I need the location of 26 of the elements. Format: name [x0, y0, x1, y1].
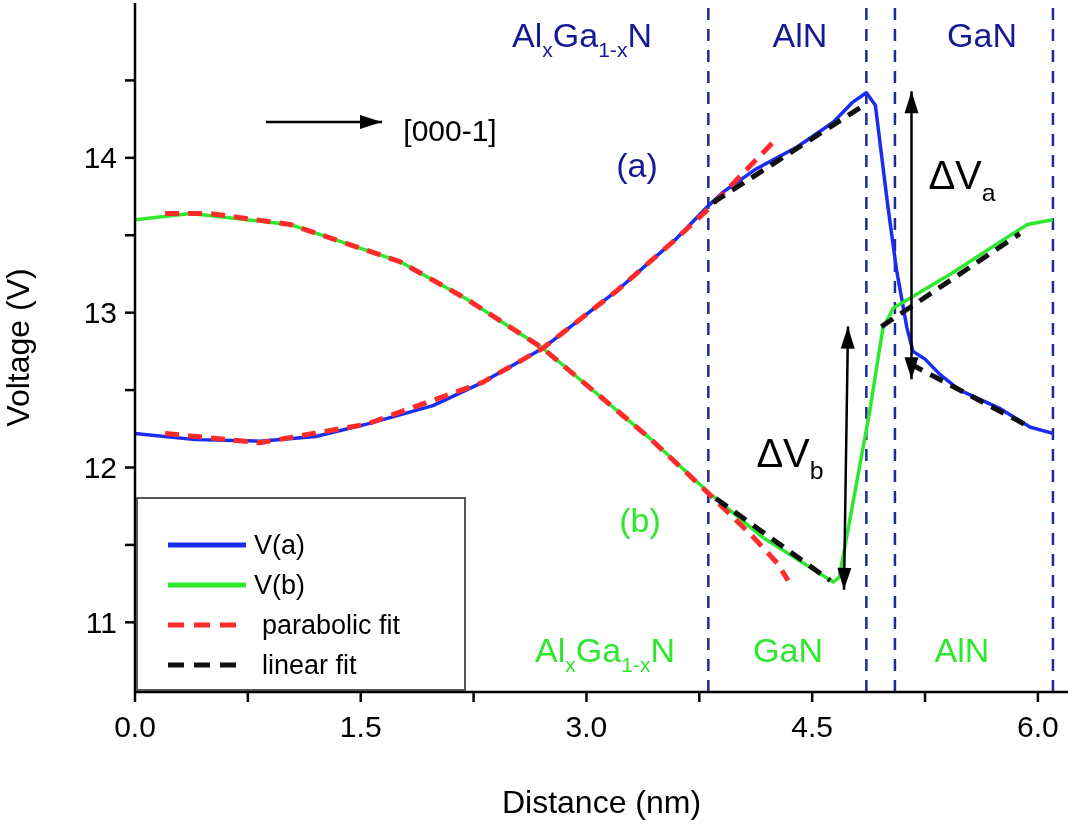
legend-label: V(b)	[254, 569, 306, 601]
x-tick-label: 3.0	[565, 710, 608, 744]
x-tick-label: 0.0	[114, 710, 156, 744]
y-tick-label: 11	[85, 605, 117, 639]
y-tick-label: 14	[83, 141, 117, 175]
annotation: [000-1]	[403, 113, 497, 147]
x-tick-label: 1.5	[339, 710, 382, 744]
annotation: GaN	[947, 16, 1017, 55]
legend-label: linear fit	[262, 649, 357, 681]
annotation: GaN	[753, 631, 823, 670]
annotation: (b)	[619, 501, 661, 540]
annotation: AlN	[934, 631, 990, 670]
y-axis-title: Voltage (V)	[0, 268, 37, 427]
y-tick-label: 13	[83, 296, 117, 330]
legend-label: parabolic fit	[262, 609, 401, 641]
x-axis-title: Distance (nm)	[501, 784, 702, 820]
x-tick-label: 4.5	[791, 710, 834, 744]
annotation: Al$_{x}$Ga$_{1-x}$N	[512, 16, 652, 61]
y-tick-label: 12	[83, 451, 117, 485]
legend-label: V(a)	[254, 529, 306, 561]
x-tick-label: 6.0	[1017, 710, 1059, 744]
annotation: ΔV$_{b}$	[756, 431, 824, 484]
annotation: (a)	[616, 146, 658, 185]
annotation: AlN	[772, 16, 828, 55]
annotation: Al$_{x}$Ga$_{1-x}$N	[535, 631, 675, 676]
annotation: ΔV$_{a}$	[928, 153, 996, 206]
